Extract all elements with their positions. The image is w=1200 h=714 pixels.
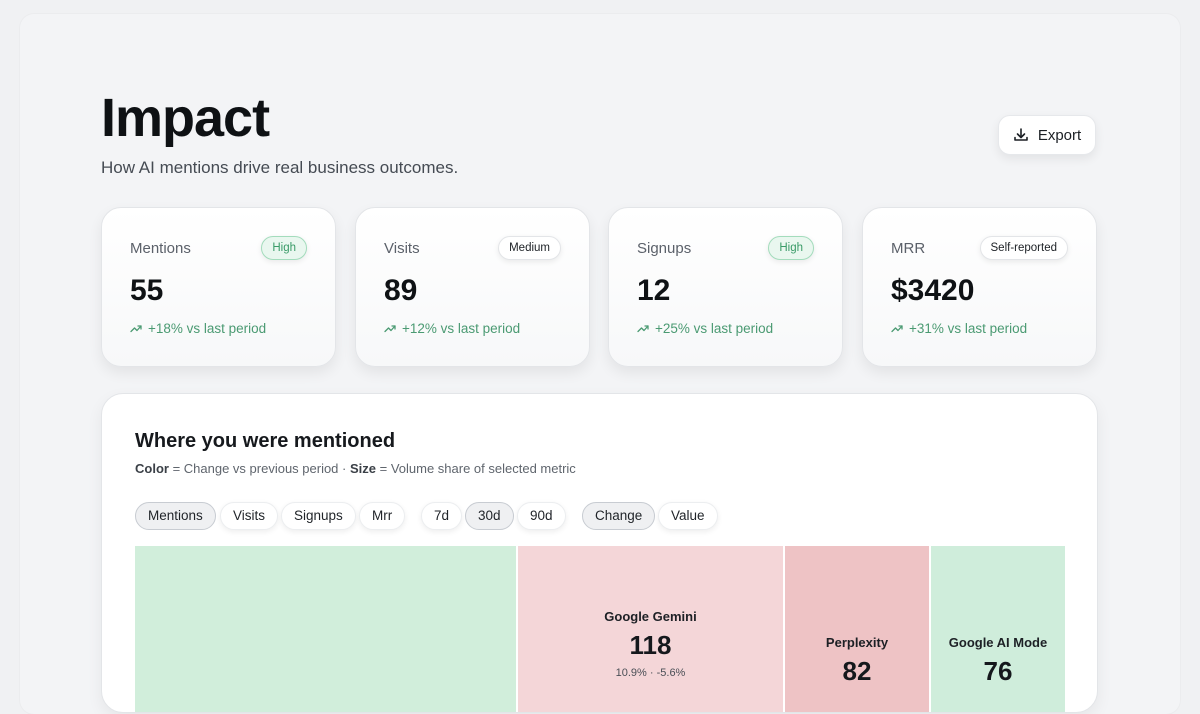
chip-metric-mrr[interactable]: Mrr	[359, 502, 406, 530]
tile-name: Perplexity	[825, 635, 889, 650]
chip-metric-mentions[interactable]: Mentions	[135, 502, 216, 530]
stat-value: 12	[637, 274, 671, 307]
export-button[interactable]: Export	[998, 115, 1096, 155]
trend-up-icon	[637, 321, 649, 336]
chip-mode-change[interactable]: Change	[582, 502, 656, 530]
stat-value: 89	[384, 274, 418, 307]
chip-period-7d[interactable]: 7d	[421, 502, 463, 530]
tile-value: 82	[842, 656, 872, 686]
confidence-badge: High	[768, 236, 814, 260]
legend-size-key: Size	[349, 461, 376, 476]
treemap: Google Gemini 118 10.9% · -5.6% Perplexi…	[135, 546, 1065, 712]
trend-up-icon	[384, 321, 396, 336]
treemap-legend: Color = Change vs previous period · Size…	[135, 461, 576, 476]
legend-color-key: Color	[135, 461, 169, 476]
tile-name: Google Gemini	[604, 609, 697, 624]
tile-value: 118	[629, 630, 672, 660]
stat-value: $3420	[891, 274, 975, 307]
download-icon	[1013, 127, 1029, 143]
stat-change-text: +25% vs last period	[655, 321, 774, 336]
confidence-badge: Self-reported	[979, 236, 1068, 260]
stat-card-mentions: Mentions High 55 +18% vs last period	[101, 207, 336, 367]
chip-metric-visits[interactable]: Visits	[220, 502, 279, 530]
stat-change-text: +12% vs last period	[402, 321, 521, 336]
stat-card-signups: Signups High 12 +25% vs last period	[608, 207, 843, 367]
chip-period-90d[interactable]: 90d	[517, 502, 566, 530]
stat-label: Mentions	[130, 240, 191, 257]
export-label: Export	[1037, 126, 1082, 144]
treemap-tile-perplexity[interactable]: Perplexity 82	[785, 546, 929, 712]
tile-meta: 10.9% · -5.6%	[615, 667, 686, 679]
stat-change: +12% vs last period	[384, 321, 520, 336]
confidence-badge: Medium	[498, 236, 561, 260]
trend-up-icon	[130, 321, 142, 336]
stat-change-text: +31% vs last period	[909, 321, 1028, 336]
stat-change-text: +18% vs last period	[148, 321, 267, 336]
stat-label: Signups	[637, 240, 692, 257]
stat-change: +25% vs last period	[637, 321, 773, 336]
chip-mode-value[interactable]: Value	[658, 502, 718, 530]
treemap-tile-google-gemini[interactable]: Google Gemini 118 10.9% · -5.6%	[518, 546, 783, 712]
confidence-badge: High	[261, 236, 307, 260]
legend-color-text: = Change vs previous period ·	[168, 461, 350, 476]
treemap-tile[interactable]	[135, 546, 516, 712]
stat-label: Visits	[384, 240, 420, 257]
stat-value: 55	[130, 274, 164, 307]
stat-change: +31% vs last period	[891, 321, 1027, 336]
chip-metric-signups[interactable]: Signups	[281, 502, 356, 530]
mentions-card: Where you were mentioned Color = Change …	[101, 393, 1098, 713]
treemap-tile-google-ai-mode[interactable]: Google AI Mode 76	[931, 546, 1065, 712]
tile-value: 76	[983, 656, 1013, 686]
tile-name: Google AI Mode	[948, 635, 1048, 650]
stat-card-visits: Visits Medium 89 +12% vs last period	[355, 207, 590, 367]
page-title: Impact	[101, 88, 270, 148]
section-title: Where you were mentioned	[135, 430, 396, 452]
trend-up-icon	[891, 321, 903, 336]
page-subtitle: How AI mentions drive real business outc…	[101, 158, 459, 177]
stat-change: +18% vs last period	[130, 321, 266, 336]
legend-size-text: = Volume share of selected metric	[376, 461, 576, 476]
chip-period-30d[interactable]: 30d	[465, 502, 514, 530]
stat-label: MRR	[891, 240, 926, 257]
stat-card-mrr: MRR Self-reported $3420 +31% vs last per…	[862, 207, 1097, 367]
